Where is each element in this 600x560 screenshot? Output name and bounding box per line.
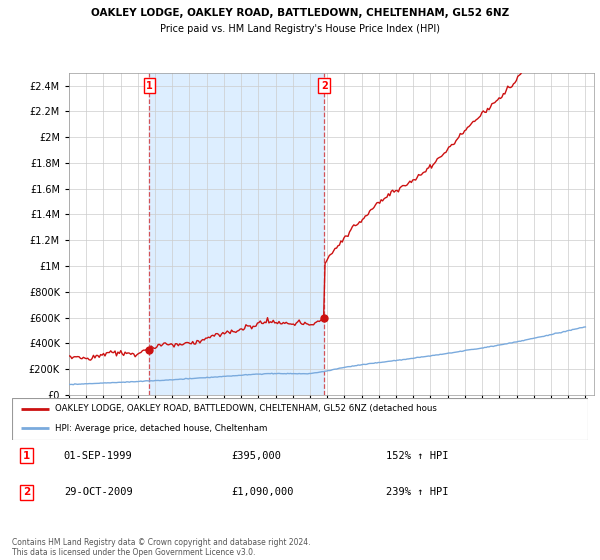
Text: Contains HM Land Registry data © Crown copyright and database right 2024.
This d: Contains HM Land Registry data © Crown c… [12, 538, 311, 557]
Text: £395,000: £395,000 [231, 451, 281, 461]
Text: OAKLEY LODGE, OAKLEY ROAD, BATTLEDOWN, CHELTENHAM, GL52 6NZ (detached hous: OAKLEY LODGE, OAKLEY ROAD, BATTLEDOWN, C… [55, 404, 437, 413]
Text: 239% ↑ HPI: 239% ↑ HPI [386, 487, 449, 497]
Text: HPI: Average price, detached house, Cheltenham: HPI: Average price, detached house, Chel… [55, 424, 268, 433]
Text: 2: 2 [23, 487, 30, 497]
Text: 1: 1 [23, 451, 30, 461]
Text: Price paid vs. HM Land Registry's House Price Index (HPI): Price paid vs. HM Land Registry's House … [160, 24, 440, 34]
Text: £1,090,000: £1,090,000 [231, 487, 293, 497]
Text: 152% ↑ HPI: 152% ↑ HPI [386, 451, 449, 461]
Text: OAKLEY LODGE, OAKLEY ROAD, BATTLEDOWN, CHELTENHAM, GL52 6NZ: OAKLEY LODGE, OAKLEY ROAD, BATTLEDOWN, C… [91, 8, 509, 18]
Text: 01-SEP-1999: 01-SEP-1999 [64, 451, 133, 461]
Bar [149, 73, 324, 395]
Text: 2: 2 [321, 81, 328, 91]
Text: 1: 1 [146, 81, 153, 91]
Text: 29-OCT-2009: 29-OCT-2009 [64, 487, 133, 497]
